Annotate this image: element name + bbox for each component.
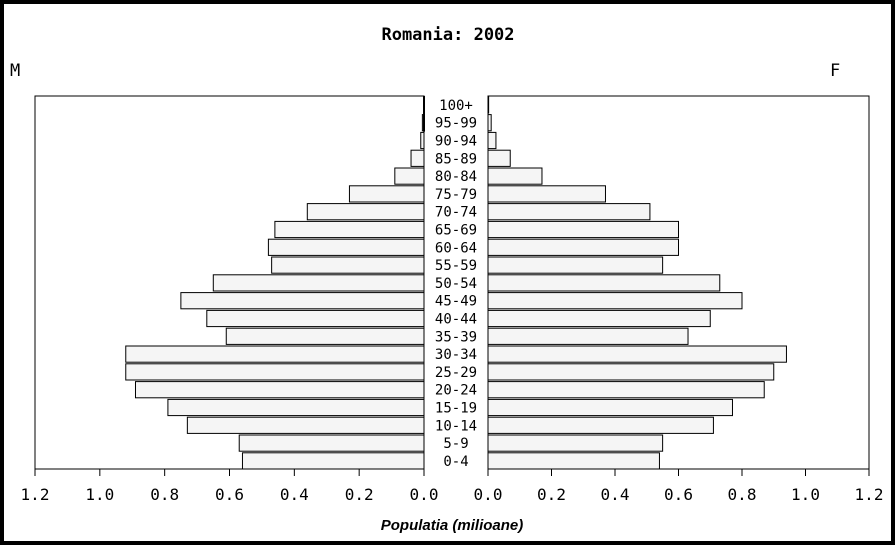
- female-axis-ticks: 0.0 0.2 0.4 0.6 0.8 1.0 1.2: [474, 469, 884, 504]
- female-bar-10-14: [487, 416, 714, 434]
- female-bar-15-19: [487, 398, 733, 417]
- male-axis-tick-label: 0.2: [345, 485, 374, 504]
- male-bar-50-54: [212, 274, 425, 292]
- male-axis-tick-label: 0.0: [410, 485, 439, 504]
- age-group-label: 85-89: [435, 151, 477, 167]
- male-axis-tick-label: 0.8: [150, 485, 179, 504]
- age-group-label: 30-34: [435, 347, 477, 363]
- female-bar-35-39: [487, 327, 689, 345]
- male-bars: [125, 96, 425, 470]
- male-bar-15-19: [167, 398, 425, 417]
- male-bar-80-84: [394, 167, 425, 185]
- female-bar-50-54: [487, 274, 721, 292]
- male-axis-ticks: 1.2 1.0 0.8 0.6 0.4 0.2 0.0: [21, 469, 439, 504]
- age-group-label: 80-84: [435, 169, 477, 185]
- male-bar-75-79: [348, 185, 425, 203]
- female-bar-25-29: [487, 363, 775, 381]
- age-group-label: 45-49: [435, 294, 477, 310]
- female-bar-75-79: [487, 185, 606, 203]
- female-bar-70-74: [487, 203, 651, 221]
- female-bar-45-49: [487, 292, 743, 310]
- male-bar-5-9: [238, 434, 425, 452]
- male-bar-90-94: [420, 131, 425, 150]
- male-bar-40-44: [206, 309, 425, 328]
- male-bar-60-64: [267, 238, 425, 256]
- female-bar-55-59: [487, 256, 664, 274]
- age-group-label: 5-9: [443, 436, 468, 452]
- male-bar-70-74: [306, 203, 425, 221]
- male-bar-10-14: [186, 416, 425, 434]
- male-bar-45-49: [180, 292, 425, 310]
- female-bar-20-24: [487, 381, 765, 399]
- age-group-label: 60-64: [435, 240, 477, 256]
- age-group-label: 10-14: [435, 418, 477, 434]
- male-bar-35-39: [225, 327, 425, 345]
- female-axis-tick-label: 0.8: [728, 485, 757, 504]
- female-bar-90-94: [487, 131, 497, 150]
- male-bar-30-34: [125, 345, 425, 363]
- age-group-label: 50-54: [435, 276, 477, 292]
- age-group-label: 55-59: [435, 258, 477, 274]
- female-bar-40-44: [487, 309, 711, 328]
- female-bars: [487, 96, 787, 470]
- male-bar-25-29: [125, 363, 425, 381]
- age-group-label: 75-79: [435, 187, 477, 203]
- age-group-label: 15-19: [435, 401, 477, 417]
- age-group-label: 40-44: [435, 312, 477, 328]
- female-bar-95-99: [487, 114, 492, 132]
- male-axis-tick-label: 0.4: [280, 485, 309, 504]
- age-group-label: 20-24: [435, 383, 477, 399]
- male-axis-tick-label: 1.0: [85, 485, 114, 504]
- female-bar-100+: [487, 96, 490, 114]
- male-axis-tick-label: 0.6: [215, 485, 244, 504]
- female-axis-tick-label: 0.0: [474, 485, 503, 504]
- male-bar-20-24: [134, 381, 425, 399]
- age-group-label: 90-94: [435, 134, 477, 150]
- male-bar-85-89: [410, 149, 425, 167]
- female-axis-tick-label: 1.0: [791, 485, 820, 504]
- female-bar-0-4: [487, 452, 660, 470]
- age-group-label: 70-74: [435, 205, 477, 221]
- age-group-label: 35-39: [435, 329, 477, 345]
- age-group-label: 65-69: [435, 223, 477, 239]
- male-bar-55-59: [271, 256, 425, 274]
- female-axis-tick-label: 1.2: [855, 485, 884, 504]
- female-axis-tick-label: 0.4: [601, 485, 630, 504]
- female-bar-80-84: [487, 167, 543, 185]
- female-side-label: F: [830, 61, 840, 81]
- male-bar-65-69: [274, 220, 425, 239]
- female-axis-tick-label: 0.6: [664, 485, 693, 504]
- female-bar-30-34: [487, 345, 787, 363]
- female-bar-5-9: [487, 434, 664, 452]
- female-bar-65-69: [487, 220, 679, 239]
- male-axis-tick-label: 1.2: [21, 485, 50, 504]
- age-group-label: 0-4: [443, 454, 468, 470]
- chart-title: Romania: 2002: [381, 25, 514, 45]
- female-axis-tick-label: 0.2: [537, 485, 566, 504]
- x-axis-label: Populatia (milioane): [381, 517, 524, 534]
- age-group-label: 95-99: [435, 116, 477, 132]
- female-bar-60-64: [487, 238, 679, 256]
- male-bar-0-4: [241, 452, 425, 470]
- female-bar-85-89: [487, 149, 511, 167]
- male-side-label: M: [10, 61, 20, 81]
- age-group-label: 100+: [439, 98, 473, 114]
- age-group-label: 25-29: [435, 365, 477, 381]
